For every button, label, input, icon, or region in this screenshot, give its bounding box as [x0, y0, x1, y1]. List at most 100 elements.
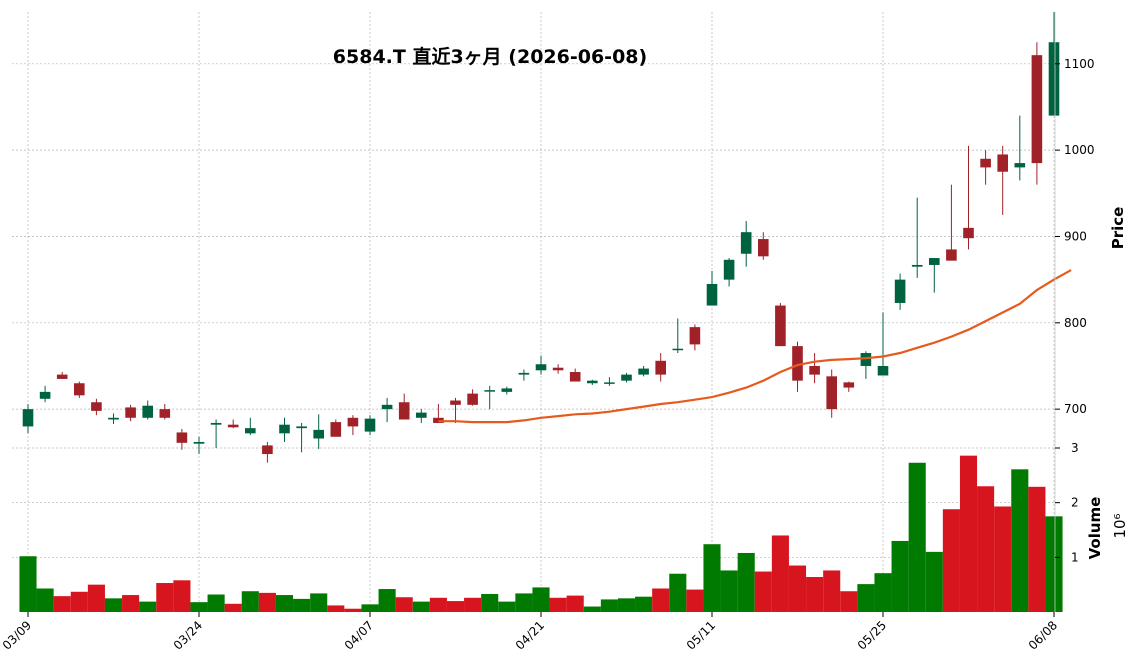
volume-bar [190, 602, 208, 612]
candle-body [740, 232, 752, 254]
volume-bar [1028, 486, 1046, 612]
volume-bar [925, 551, 943, 612]
volume-bar [498, 601, 516, 612]
candle-body [586, 380, 598, 384]
candle-body [347, 417, 359, 427]
volume-bar [874, 573, 892, 612]
candle-body [604, 382, 615, 384]
price-tick-label: 700 [1064, 402, 1087, 416]
volume-bar [104, 598, 123, 612]
volume-bar [977, 486, 995, 612]
candle-body [125, 407, 136, 418]
volume-bar [293, 598, 311, 612]
candle-body [142, 405, 154, 418]
candle-body [227, 424, 239, 428]
candle-body [210, 422, 222, 425]
volume-multiplier-label: 10⁶ [1111, 513, 1129, 538]
candle-body [330, 422, 342, 437]
candle-body [1048, 42, 1060, 116]
volume-axis-label: Volume [1086, 497, 1104, 560]
candle-body [706, 283, 718, 306]
candle-body [860, 353, 872, 366]
volume-bar [275, 595, 294, 612]
candle-body [980, 158, 991, 168]
x-tick-label: 06/08 [1026, 618, 1060, 652]
candle-body [1014, 163, 1026, 168]
volume-bar [310, 593, 328, 612]
volume-bar [87, 584, 105, 612]
volume-bar [446, 601, 465, 612]
volume-bar [173, 580, 191, 612]
x-tick-label: 05/25 [855, 618, 889, 652]
volume-bars [19, 455, 1063, 612]
ma-line [438, 269, 1072, 424]
candle-body [689, 327, 701, 345]
candle-body [518, 372, 530, 375]
volume-bar [737, 552, 755, 612]
candle-body [757, 239, 769, 257]
candle-body [244, 428, 256, 434]
volume-bar [207, 594, 225, 612]
volume-bar [361, 604, 379, 612]
candle-body [415, 412, 427, 418]
volume-bar [754, 571, 772, 612]
candle-body [843, 382, 855, 388]
candle-body [569, 372, 581, 382]
volume-bar [53, 596, 71, 612]
candle-body [193, 441, 205, 444]
volume-bar [156, 583, 174, 612]
volume-bar [669, 573, 687, 612]
candle-body [894, 279, 906, 303]
volume-bar [464, 597, 482, 612]
volume-bar [36, 588, 54, 612]
volume-bar [241, 591, 259, 612]
candle-body [997, 154, 1009, 172]
candle-body [91, 402, 102, 411]
volume-bar [532, 587, 550, 612]
candle-body [535, 364, 547, 371]
volume-bar [258, 592, 276, 612]
volume-bar [994, 506, 1012, 612]
volume-bar [378, 589, 396, 612]
candle-body [484, 390, 496, 392]
volume-bar [327, 605, 345, 612]
price-axis-label: Price [1109, 207, 1127, 250]
volume-bar [429, 597, 447, 612]
volume-bar [959, 455, 978, 612]
volume-bar [515, 593, 533, 612]
volume-bar [840, 591, 858, 612]
candlesticks [22, 12, 1060, 463]
candle-body [262, 445, 273, 455]
volume-bar [566, 595, 584, 612]
candle-body [381, 404, 393, 410]
volume-tick-label: 1 [1071, 550, 1079, 564]
volume-bar [412, 601, 430, 612]
candle-body [467, 393, 478, 405]
x-tick-label: 04/21 [513, 618, 547, 652]
price-tick-label: 1100 [1064, 57, 1095, 71]
candle-body [56, 374, 68, 379]
volume-tick-label: 3 [1071, 441, 1079, 455]
volume-bar [395, 597, 413, 612]
volume-bar [549, 597, 567, 612]
price-tick-label: 800 [1064, 316, 1087, 330]
candle-body [73, 383, 85, 396]
candle-body [911, 264, 923, 267]
candle-body [313, 429, 325, 439]
candle-body [279, 424, 290, 434]
volume-tick-label: 2 [1071, 496, 1079, 510]
candle-body [1031, 55, 1043, 164]
candle-body [398, 402, 410, 420]
volume-bar [703, 544, 721, 612]
candle-body [775, 305, 786, 347]
moving-average [438, 269, 1072, 424]
volume-bar [806, 577, 824, 612]
candle-body [176, 432, 188, 443]
volume-bar [344, 608, 362, 612]
volume-bar [1045, 516, 1063, 612]
volume-bar [139, 601, 157, 612]
candle-body [723, 259, 735, 280]
volume-bar [1011, 469, 1029, 612]
volume-bar [617, 598, 636, 612]
